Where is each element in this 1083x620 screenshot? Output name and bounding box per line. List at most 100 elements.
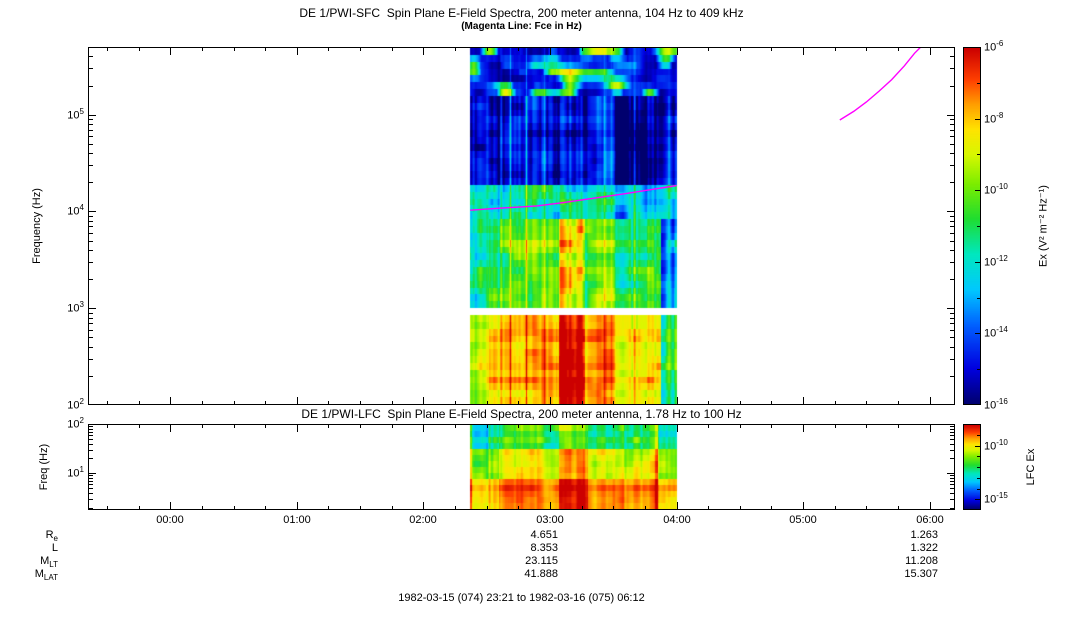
freq-minor-tick-right — [950, 475, 954, 476]
colorbar-tick-label: 10-6 — [984, 39, 1004, 54]
time-minor-tick-bottom — [582, 506, 583, 509]
colorbar-major-tick — [975, 119, 980, 120]
freq-minor-tick-right — [950, 429, 954, 430]
freq-minor-tick-left — [89, 226, 93, 227]
colorbar-tick-label-exp: -15 — [996, 491, 1008, 500]
time-minor-tick-top — [835, 425, 836, 428]
freq-minor-tick-left — [89, 458, 93, 459]
freq-minor-tick-right — [950, 323, 954, 324]
time-minor-tick-top — [234, 48, 235, 51]
time-minor-tick-bottom — [139, 401, 140, 404]
freq-tick-label: 101 — [67, 465, 84, 480]
time-major-tick-bottom — [297, 502, 298, 509]
time-minor-tick-bottom — [392, 506, 393, 509]
time-minor-tick-bottom — [613, 506, 614, 509]
time-minor-tick-bottom — [265, 401, 266, 404]
colorbar-major-tick — [975, 47, 980, 48]
freq-major-tick-left — [89, 473, 96, 474]
freq-minor-tick-left — [89, 323, 93, 324]
time-minor-tick-bottom — [518, 401, 519, 404]
time-major-tick-bottom — [803, 397, 804, 404]
time-minor-tick-top — [835, 48, 836, 51]
time-minor-tick-top — [487, 425, 488, 428]
time-minor-tick-bottom — [771, 506, 772, 509]
time-minor-tick-bottom — [360, 506, 361, 509]
lfc-title: DE 1/PWI-LFC Spin Plane E-Field Spectra,… — [301, 407, 742, 421]
time-major-tick-bottom — [677, 502, 678, 509]
freq-minor-tick-left — [89, 426, 93, 427]
freq-minor-tick-right — [950, 426, 954, 427]
time-minor-tick-top — [455, 48, 456, 51]
time-major-tick-top — [930, 425, 931, 432]
time-minor-tick-bottom — [771, 401, 772, 404]
time-minor-tick-top — [866, 425, 867, 428]
freq-minor-tick-right — [950, 250, 954, 251]
colorbar-major-tick — [975, 262, 980, 263]
freq-minor-tick-right — [950, 450, 954, 451]
time-minor-tick-top — [898, 425, 899, 428]
freq-minor-tick-left — [89, 165, 93, 166]
colorbar-tick-label: 10-12 — [984, 254, 1008, 269]
freq-minor-tick-right — [950, 313, 954, 314]
freq-minor-tick-right — [950, 136, 954, 137]
freq-major-tick-left — [89, 308, 96, 309]
freq-minor-tick-right — [950, 233, 954, 234]
freq-minor-tick-left — [89, 124, 93, 125]
freq-minor-tick-left — [89, 182, 93, 183]
freq-minor-tick-left — [89, 429, 93, 430]
freq-minor-tick-left — [89, 330, 93, 331]
time-major-tick-bottom — [297, 397, 298, 404]
freq-minor-tick-right — [950, 86, 954, 87]
time-major-tick-bottom — [803, 502, 804, 509]
sfc-ylabel: Frequency (Hz) — [31, 188, 43, 264]
time-minor-tick-top — [202, 425, 203, 428]
time-major-tick-bottom — [170, 502, 171, 509]
freq-major-tick-right — [947, 115, 954, 116]
freq-major-tick-left — [89, 115, 96, 116]
time-major-tick-top — [550, 48, 551, 55]
time-tick-label: 04:00 — [663, 514, 691, 526]
time-minor-tick-top — [234, 425, 235, 428]
freq-minor-tick-right — [950, 330, 954, 331]
time-minor-tick-bottom — [582, 401, 583, 404]
time-minor-tick-bottom — [898, 401, 899, 404]
freq-major-tick-right — [947, 473, 954, 474]
sfc-colorbar-canvas — [964, 48, 980, 404]
freq-minor-tick-left — [89, 478, 93, 479]
freq-minor-tick-left — [89, 347, 93, 348]
colorbar-minor-tick — [977, 369, 980, 370]
time-tick-label: 00:00 — [156, 514, 184, 526]
freq-minor-tick-right — [950, 262, 954, 263]
freq-minor-tick-left — [89, 250, 93, 251]
colorbar-major-tick — [975, 333, 980, 334]
freq-major-tick-right — [947, 308, 954, 309]
time-major-tick-top — [170, 425, 171, 432]
freq-minor-tick-right — [950, 484, 954, 485]
ephemeris-value: 41.888 — [524, 568, 558, 580]
freq-minor-tick-left — [89, 233, 93, 234]
colorbar-minor-tick — [977, 226, 980, 227]
freq-tick-label-exp: 1 — [79, 465, 84, 474]
freq-tick-label-exp: 2 — [79, 397, 84, 406]
freq-minor-tick-left — [89, 508, 93, 509]
freq-minor-tick-left — [89, 56, 93, 57]
time-minor-tick-top — [392, 425, 393, 428]
time-major-tick-bottom — [423, 397, 424, 404]
ephemeris-value: 15.307 — [904, 568, 938, 580]
time-minor-tick-bottom — [866, 401, 867, 404]
freq-minor-tick-right — [950, 359, 954, 360]
freq-minor-tick-right — [950, 444, 954, 445]
time-minor-tick-top — [708, 425, 709, 428]
time-minor-tick-bottom — [234, 401, 235, 404]
ephemeris-row-label: L — [51, 542, 58, 554]
freq-minor-tick-right — [950, 337, 954, 338]
time-major-tick-top — [677, 48, 678, 55]
time-tick-label: 06:00 — [916, 514, 944, 526]
freq-minor-tick-left — [89, 241, 93, 242]
time-minor-tick-bottom — [835, 506, 836, 509]
freq-minor-tick-right — [950, 68, 954, 69]
colorbar-tick-label-exp: -10 — [996, 182, 1008, 191]
time-minor-tick-top — [265, 425, 266, 428]
freq-tick-label-exp: 2 — [79, 416, 84, 425]
